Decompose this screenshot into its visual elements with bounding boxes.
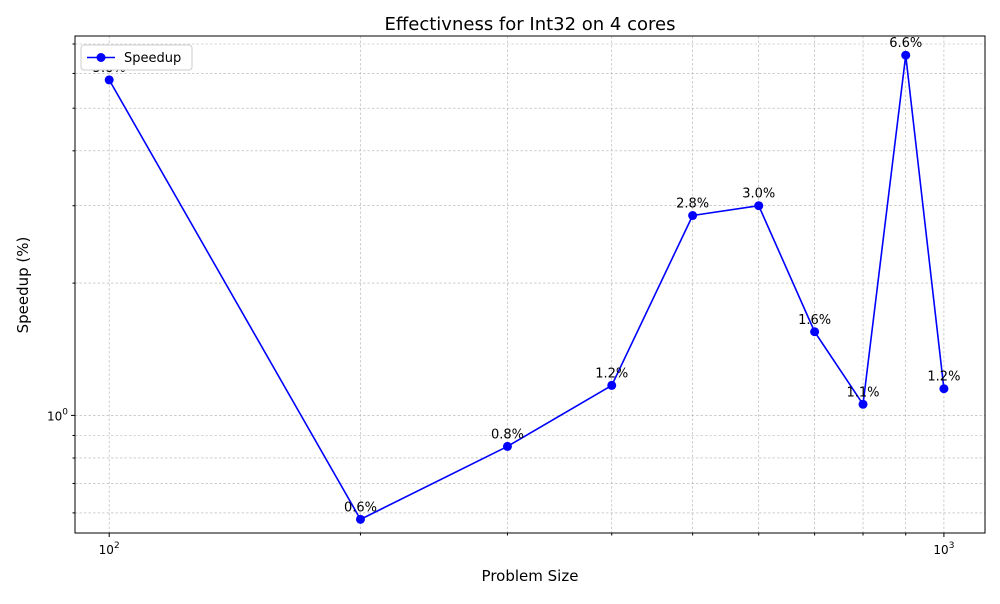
y-tick-label: 100 [47, 407, 68, 423]
grid-lines [75, 36, 985, 533]
series-layer [104, 50, 949, 524]
data-point [754, 201, 764, 211]
chart-title: Effectivness for Int32 on 4 cores [385, 14, 676, 35]
data-point [810, 327, 820, 337]
legend: Speedup [80, 44, 193, 71]
data-point [688, 211, 698, 221]
data-label: 0.6% [344, 500, 377, 515]
legend-label: Speedup [124, 51, 181, 66]
data-labels: 5.8%0.6%0.8%1.2%2.8%3.0%1.6%1.1%6.6%1.2% [93, 36, 961, 515]
axis-ticks: 102 103 100 [47, 43, 954, 557]
legend-box [80, 44, 193, 71]
data-label: 6.6% [889, 36, 922, 51]
data-point [104, 75, 114, 85]
data-label: 1.6% [798, 313, 831, 328]
data-label: 3.0% [742, 187, 775, 202]
data-point [858, 399, 868, 409]
plot-frame [74, 35, 986, 534]
y-axis-label: Speedup (%) [14, 237, 32, 334]
data-point [607, 380, 617, 390]
series-line [108, 54, 945, 521]
data-label: 1.2% [595, 366, 628, 381]
data-label: 0.8% [491, 427, 524, 442]
data-label: 1.1% [847, 385, 880, 400]
data-point [502, 441, 512, 451]
data-point [939, 384, 949, 394]
data-point [901, 50, 911, 60]
data-label: 1.2% [927, 370, 960, 385]
x-axis-label: Problem Size [482, 567, 579, 585]
data-point [355, 514, 365, 524]
x-tick-label: 103 [933, 541, 954, 557]
x-tick-label: 102 [99, 541, 120, 557]
legend-marker [96, 53, 106, 62]
data-label: 2.8% [676, 197, 709, 212]
